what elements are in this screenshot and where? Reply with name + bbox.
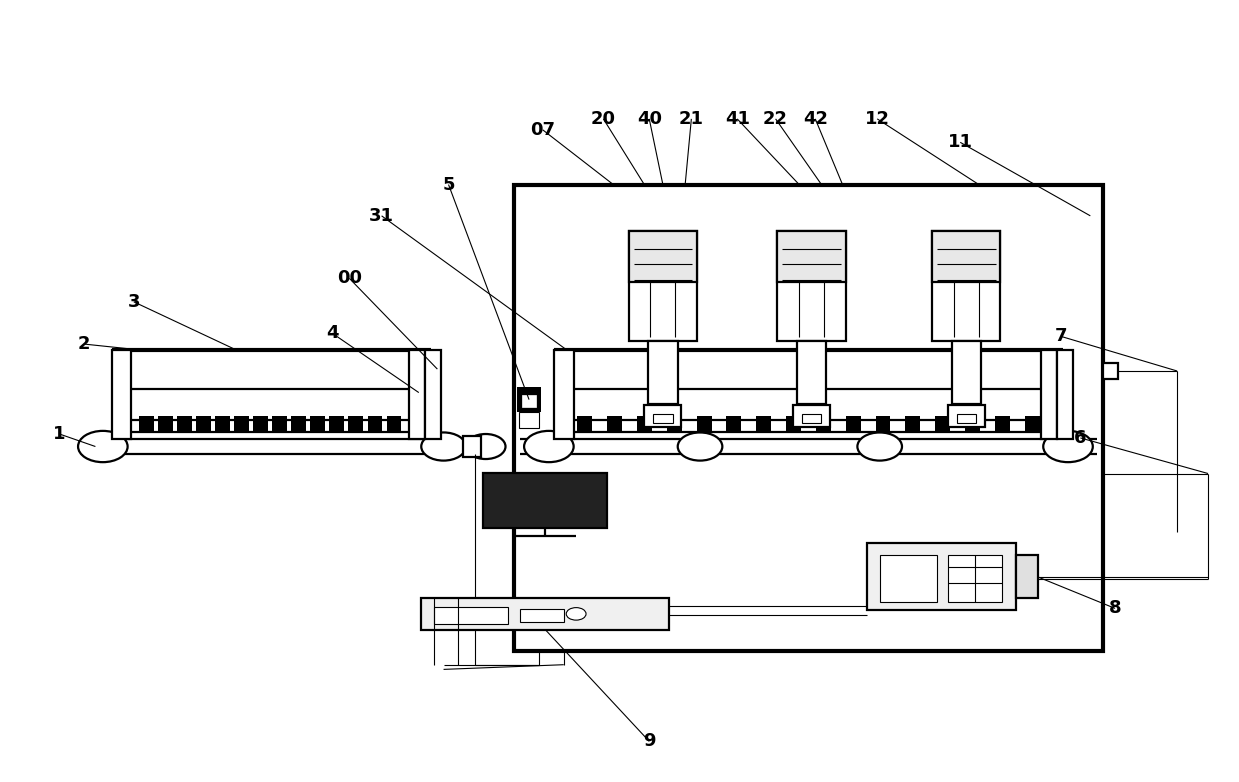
Bar [177, 416, 192, 432]
Bar [348, 416, 363, 432]
Bar [483, 473, 607, 528]
Bar [463, 436, 481, 457]
Bar [330, 416, 344, 432]
Bar [793, 405, 830, 427]
Text: 21: 21 [679, 109, 704, 128]
Bar [409, 350, 425, 439]
Bar [778, 231, 846, 282]
Bar [933, 231, 1001, 341]
Text: 4: 4 [326, 324, 338, 343]
Bar [653, 414, 673, 423]
Bar [797, 341, 826, 404]
Bar [554, 350, 574, 439]
Text: 5: 5 [442, 175, 455, 194]
Bar [196, 416, 211, 432]
Bar [519, 412, 539, 428]
Circle shape [857, 432, 902, 461]
Bar [368, 416, 383, 432]
Text: 22: 22 [763, 109, 788, 128]
Bar [425, 350, 441, 439]
Bar [520, 609, 564, 622]
Bar [778, 231, 846, 341]
Bar [786, 416, 800, 432]
Bar [948, 555, 1002, 602]
Bar [112, 350, 131, 439]
Circle shape [421, 432, 466, 461]
Text: 2: 2 [78, 335, 90, 353]
Text: 42: 42 [803, 109, 828, 128]
Bar [880, 555, 937, 602]
Text: 12: 12 [865, 109, 890, 128]
Text: 6: 6 [1074, 429, 1087, 447]
Text: 3: 3 [128, 292, 140, 311]
Bar [952, 341, 981, 404]
Text: 20: 20 [591, 109, 616, 128]
Bar [906, 416, 921, 432]
Text: 1: 1 [53, 425, 66, 443]
Bar [483, 473, 607, 528]
Bar [1041, 350, 1057, 439]
Bar [273, 416, 287, 432]
Bar [965, 416, 980, 432]
Bar [1016, 555, 1038, 598]
Circle shape [1043, 431, 1093, 462]
Bar [607, 416, 622, 432]
Bar [846, 416, 861, 432]
Bar [253, 416, 268, 432]
Bar [756, 416, 771, 432]
Bar [667, 416, 681, 432]
Bar [139, 416, 154, 432]
Text: 7: 7 [1054, 327, 1067, 346]
Bar [514, 185, 1103, 651]
Bar [995, 416, 1010, 432]
Circle shape [678, 432, 722, 461]
Text: 00: 00 [337, 269, 362, 288]
Circle shape [566, 608, 586, 620]
Bar [522, 395, 536, 407]
Bar [948, 405, 985, 427]
Bar [935, 416, 950, 432]
Circle shape [78, 431, 128, 462]
Bar [726, 416, 741, 432]
Bar [817, 416, 831, 432]
Text: 31: 31 [369, 206, 394, 225]
Bar [876, 416, 891, 432]
Bar [644, 405, 681, 427]
Bar [628, 231, 696, 341]
Bar [637, 416, 652, 432]
Bar [517, 387, 541, 412]
Bar [1103, 363, 1118, 378]
Text: 40: 40 [637, 109, 662, 128]
Bar [157, 416, 172, 432]
Text: 8: 8 [1109, 599, 1121, 618]
Bar [628, 231, 696, 282]
Text: 41: 41 [725, 109, 750, 128]
Circle shape [466, 434, 506, 459]
Bar [234, 416, 249, 432]
Bar [310, 416, 325, 432]
Bar [696, 416, 711, 432]
Text: 07: 07 [530, 120, 555, 139]
Bar [216, 416, 230, 432]
Bar [1025, 416, 1040, 432]
Bar [1057, 350, 1073, 439]
Bar [867, 543, 1016, 610]
Bar [648, 341, 678, 404]
Bar [802, 414, 821, 423]
Bar [291, 416, 306, 432]
Bar [933, 231, 1001, 282]
Bar [387, 416, 401, 432]
Bar [421, 598, 669, 630]
Bar [957, 414, 976, 423]
Text: 9: 9 [643, 732, 655, 751]
Bar [434, 607, 508, 624]
Bar [577, 416, 592, 432]
Text: 11: 11 [948, 133, 973, 152]
Circle shape [524, 431, 574, 462]
